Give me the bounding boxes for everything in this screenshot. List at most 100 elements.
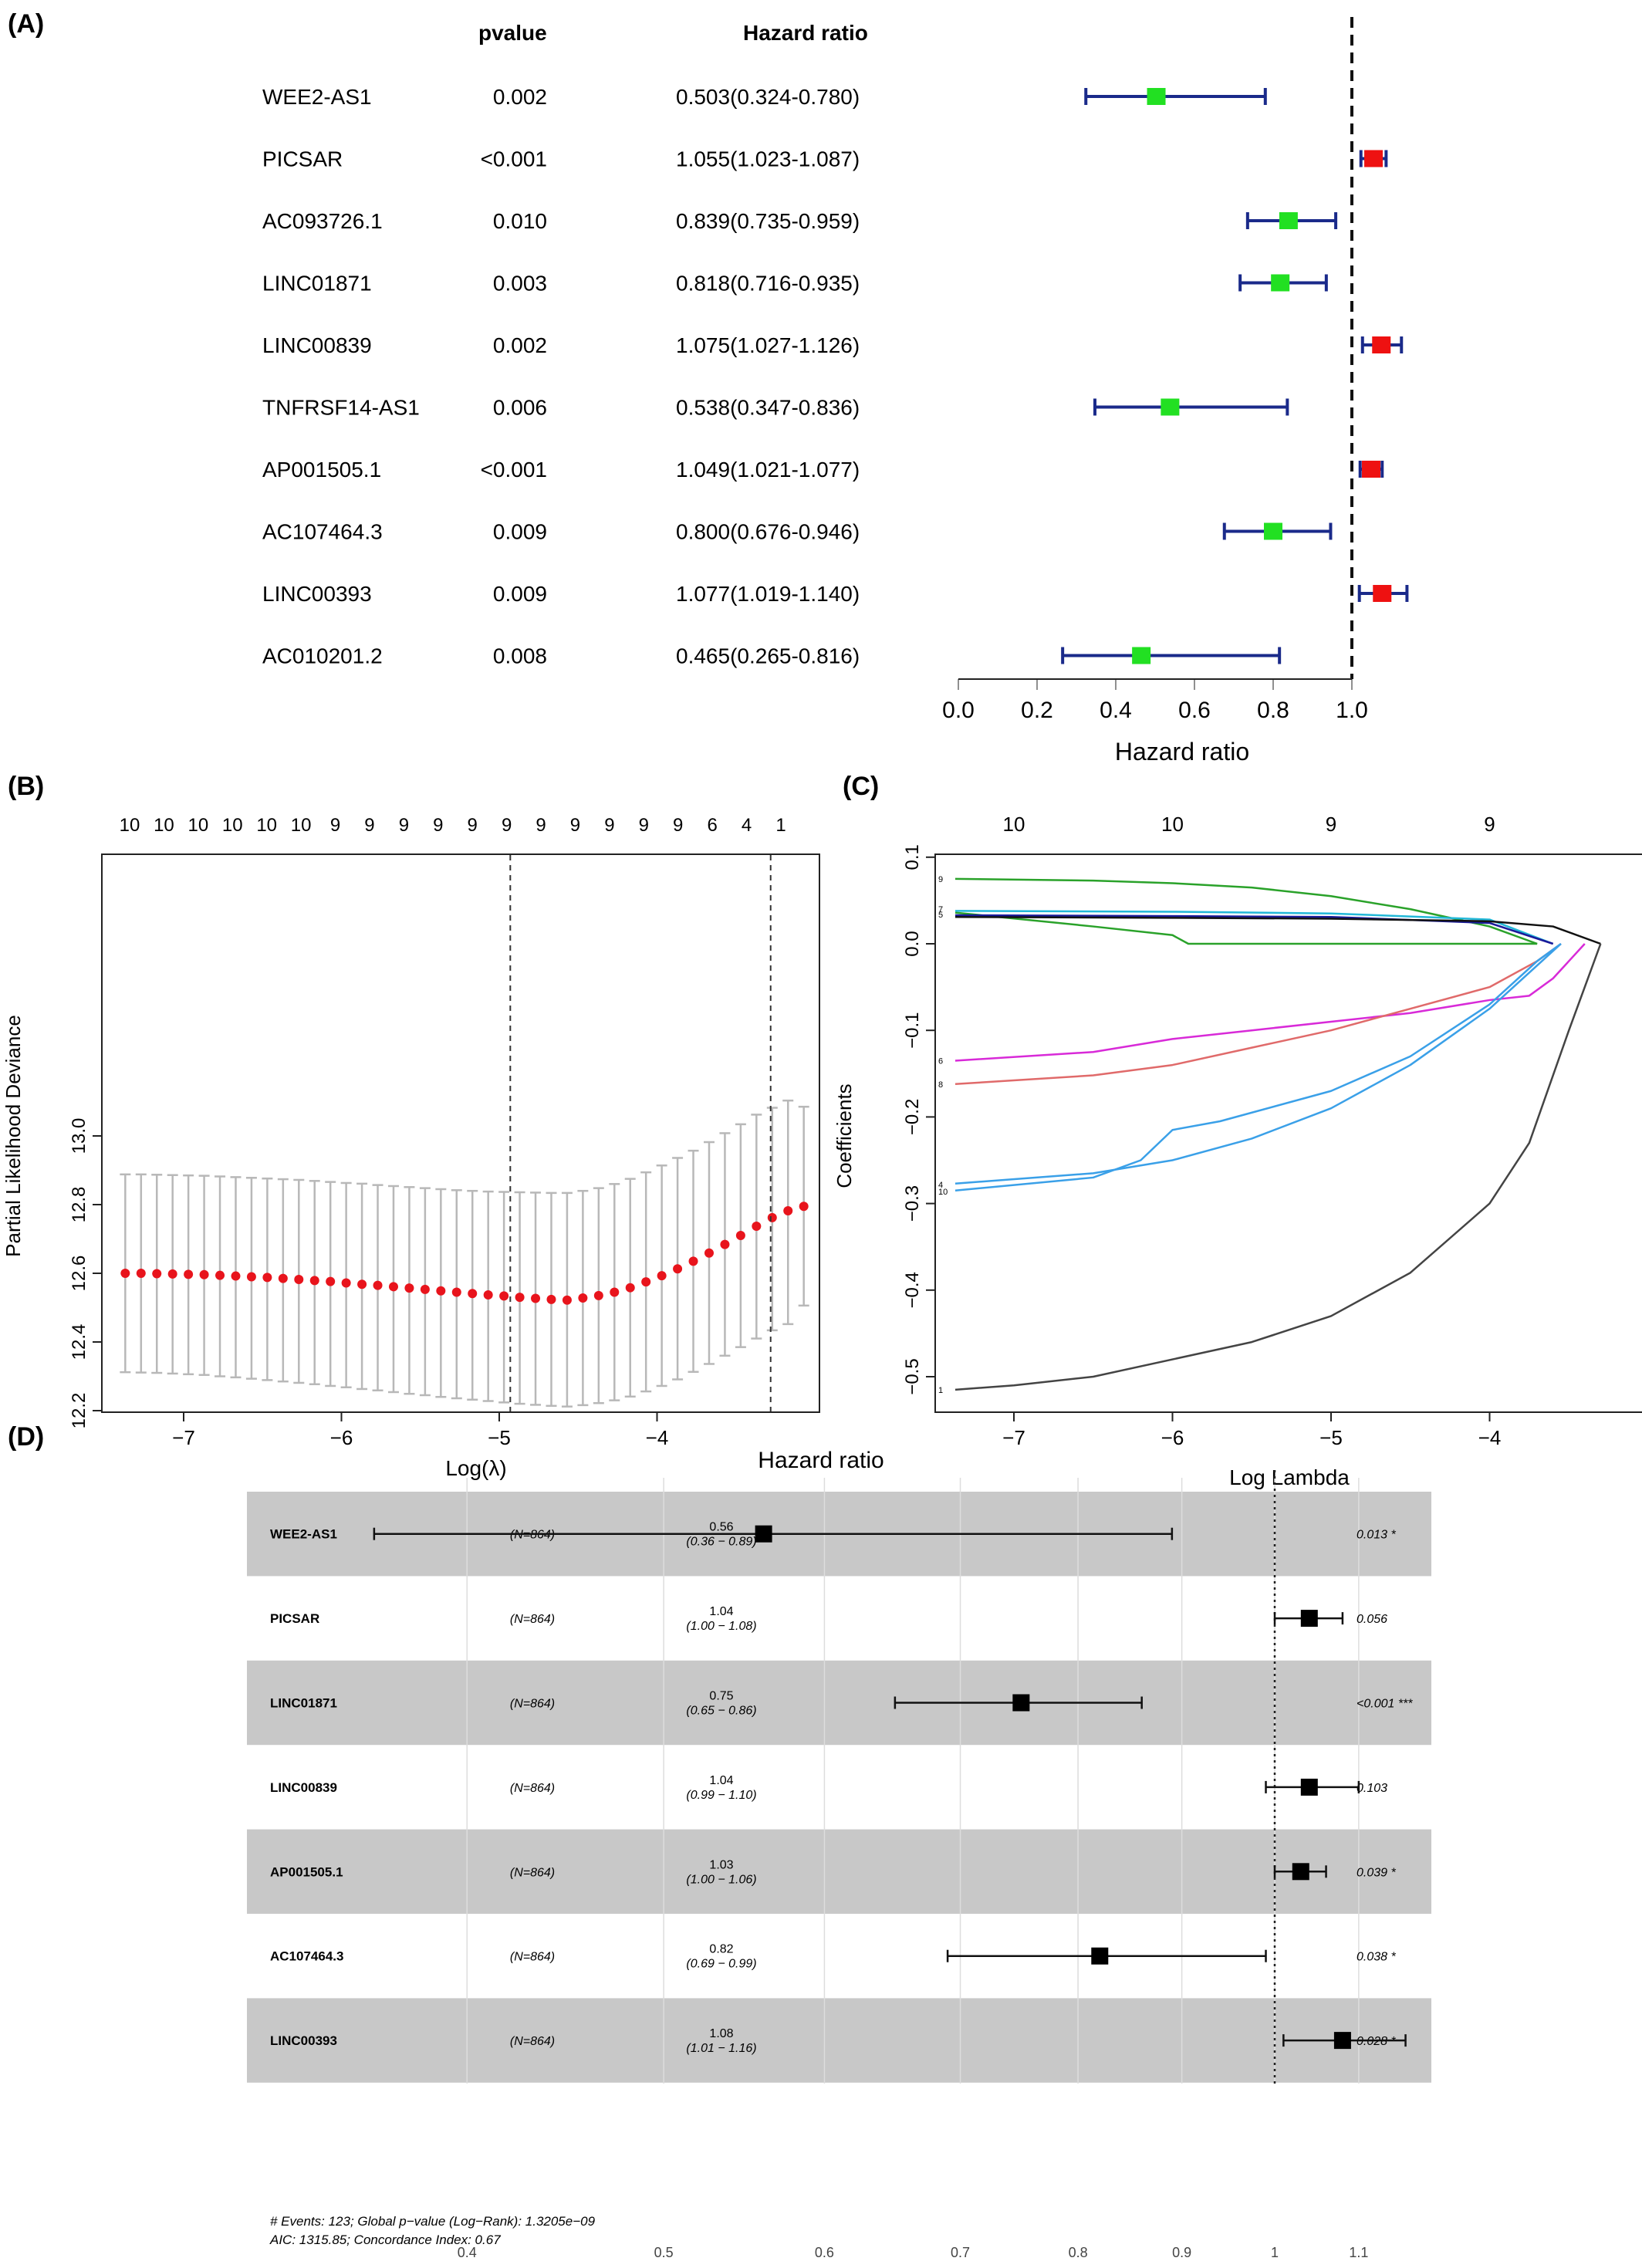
panel-b-deviance-point bbox=[657, 1271, 667, 1281]
panel-a-gene-label-tnfrsf14-as1: TNFRSF14-AS1 bbox=[262, 396, 420, 420]
panel-c-y-tick-label: −0.5 bbox=[902, 1358, 923, 1394]
panel-a-gene-label-linc00839: LINC00839 bbox=[262, 333, 372, 357]
panel-b-deviance-point bbox=[436, 1286, 446, 1296]
panel-d-hr-text-picsar: 1.04 bbox=[709, 1605, 733, 1618]
panel-c-path-label: 9 bbox=[938, 875, 943, 884]
panel-b-y-tick-label: 12.6 bbox=[69, 1256, 90, 1292]
panel-d-gene-label-linc01871: LINC01871 bbox=[270, 1696, 337, 1711]
panel-b-deviance-point bbox=[246, 1272, 256, 1282]
panel-b-top-count: 10 bbox=[188, 815, 208, 836]
panel-d-title: Hazard ratio bbox=[758, 1448, 884, 1473]
panel-b-deviance-point bbox=[388, 1282, 398, 1292]
panel-a-hr-text-picsar: 1.055(1.023-1.087) bbox=[676, 147, 860, 171]
panel-a-x-axis-label: Hazard ratio bbox=[1115, 738, 1249, 766]
panel-b-deviance-point bbox=[625, 1283, 635, 1293]
panel-d-x-tick-label: 0.9 bbox=[1172, 2245, 1191, 2260]
panel-d-x-tick-label: 1.1 bbox=[1349, 2245, 1368, 2260]
panel-c-y-tick-label: 0.1 bbox=[902, 844, 923, 870]
panel-c-y-tick-label: −0.2 bbox=[902, 1099, 923, 1135]
panel-b-deviance-point bbox=[610, 1287, 620, 1297]
panel-a-x-tick-label-0.6: 0.6 bbox=[1178, 698, 1211, 723]
panel-d-gene-label-linc00839: LINC00839 bbox=[270, 1780, 337, 1795]
panel-d-hr-marker-picsar bbox=[1300, 1610, 1318, 1627]
panel-a-x-tick-label-0.0: 0.0 bbox=[942, 698, 975, 723]
panel-d-gene-label-picsar: PICSAR bbox=[270, 1611, 319, 1626]
panel-b-deviance-point bbox=[231, 1271, 241, 1281]
panel-a-hr-marker-wee2-as1 bbox=[1147, 88, 1166, 105]
panel-c-lasso-coefficient-plot: −7 −6 −5 −4 0.1 0.0 −0.1 −0.2 −0.3 −0.4 −0.5 10 10 9 9… bbox=[833, 813, 1642, 1489]
panel-b-deviance-point bbox=[152, 1269, 162, 1279]
panel-a-gene-label-wee2-as1: WEE2-AS1 bbox=[262, 85, 372, 109]
panel-d-x-tick-label: 0.6 bbox=[815, 2245, 834, 2260]
panel-b-y-tick-label: 12.4 bbox=[69, 1324, 90, 1360]
panel-c-coefficient-path bbox=[954, 915, 1601, 945]
panel-d-n-ap001505-1: (N=864) bbox=[510, 1866, 555, 1879]
panel-a-pvalue-linc01871: 0.003 bbox=[493, 272, 547, 296]
panel-b-x-tick-label: −7 bbox=[172, 1426, 195, 1449]
panel-a-hr-marker-linc01871 bbox=[1271, 274, 1290, 292]
panel-d-row-stripe bbox=[247, 1660, 1431, 1746]
panel-b-x-tick-label: −5 bbox=[488, 1426, 511, 1449]
panel-c-top-count: 10 bbox=[1161, 813, 1184, 836]
panel-c-coefficient-path bbox=[954, 942, 1562, 1086]
panel-b-top-count: 9 bbox=[330, 815, 340, 836]
panel-c-path-label: 8 bbox=[938, 1080, 943, 1090]
panel-b-deviance-point bbox=[752, 1222, 762, 1232]
panel-d-pvalue-ap001505-1: 0.039 * bbox=[1357, 1866, 1396, 1879]
panel-label-a: (A) bbox=[8, 9, 44, 39]
panel-d-ci-text-picsar: (1.00 − 1.08) bbox=[686, 1620, 756, 1633]
panel-d-x-tick-label: 0.4 bbox=[458, 2245, 477, 2260]
panel-b-y-tick-label: 12.8 bbox=[69, 1187, 90, 1223]
panel-b-top-count: 10 bbox=[256, 815, 277, 836]
panel-a-hr-marker-tnfrsf14-as1 bbox=[1161, 398, 1180, 416]
panel-b-top-count: 9 bbox=[536, 815, 546, 836]
panel-b-deviance-point bbox=[420, 1284, 430, 1294]
panel-d-pvalue-linc01871: <0.001 *** bbox=[1357, 1698, 1413, 1711]
panel-a-hr-marker-linc00839 bbox=[1372, 336, 1391, 353]
panel-d-ci-text-linc00839: (0.99 − 1.10) bbox=[686, 1789, 756, 1802]
panel-d-hr-text-linc01871: 0.75 bbox=[709, 1690, 733, 1703]
panel-b-deviance-point bbox=[373, 1280, 383, 1290]
panel-a-hr-text-linc00393: 1.077(1.019-1.140) bbox=[676, 582, 860, 606]
panel-a-hr-text-linc01871: 0.818(0.716-0.935) bbox=[676, 272, 860, 296]
panel-b-deviance-point bbox=[593, 1290, 603, 1300]
panel-b-top-count: 10 bbox=[291, 815, 312, 836]
panel-b-top-count: 9 bbox=[604, 815, 614, 836]
panel-c-coefficient-path bbox=[954, 910, 1554, 945]
panel-b-top-count: 6 bbox=[707, 815, 717, 836]
panel-d-ci-text-wee2-as1: (0.36 − 0.89) bbox=[686, 1536, 756, 1549]
panel-a-hr-marker-picsar bbox=[1364, 150, 1384, 167]
panel-b-top-count: 10 bbox=[154, 815, 174, 836]
panel-c-x-tick-label: −7 bbox=[1002, 1426, 1025, 1449]
panel-b-deviance-point bbox=[199, 1269, 209, 1279]
panel-a-hr-marker-linc00393 bbox=[1373, 585, 1392, 602]
panel-b-y-tick-label: 12.2 bbox=[69, 1393, 90, 1429]
panel-d-hr-marker-wee2-as1 bbox=[755, 1525, 772, 1543]
panel-a-x-tick-label-0.2: 0.2 bbox=[1021, 698, 1053, 723]
panel-b-deviance-point bbox=[767, 1212, 777, 1222]
panel-a-gene-label-linc00393: LINC00393 bbox=[262, 582, 372, 606]
panel-b-deviance-point bbox=[673, 1264, 683, 1274]
panel-a-pvalue-ac107464-3: 0.009 bbox=[493, 520, 547, 544]
panel-d-n-picsar: (N=864) bbox=[510, 1613, 555, 1626]
panel-c-x-tick-label: −4 bbox=[1478, 1426, 1502, 1449]
panel-a-gene-label-ac010201-2: AC010201.2 bbox=[262, 644, 383, 668]
panel-a-pvalue-linc00839: 0.002 bbox=[493, 333, 547, 357]
panel-d-x-tick-label: 0.8 bbox=[1069, 2245, 1088, 2260]
panel-b-deviance-point bbox=[136, 1269, 146, 1278]
panel-a-hr-text-ac107464-3: 0.800(0.676-0.946) bbox=[676, 520, 860, 544]
panel-b-top-count: 9 bbox=[502, 815, 512, 836]
panel-d-gene-label-ap001505-1: AP001505.1 bbox=[270, 1864, 343, 1879]
panel-b-deviance-point bbox=[720, 1239, 730, 1249]
panel-c-path-label: 6 bbox=[938, 1056, 943, 1066]
panel-a-gene-label-linc01871: LINC01871 bbox=[262, 272, 372, 296]
panel-b-deviance-point bbox=[451, 1287, 461, 1297]
panel-d-n-wee2-as1: (N=864) bbox=[510, 1529, 555, 1542]
panel-b-top-count: 9 bbox=[433, 815, 443, 836]
panel-c-coefficient-path bbox=[954, 943, 1586, 1062]
panel-a-header-pvalue: pvalue bbox=[478, 21, 547, 45]
panel-label-c: (C) bbox=[843, 772, 879, 801]
panel-d-row-stripe bbox=[247, 1998, 1431, 2083]
panel-d-ci-text-linc01871: (0.65 − 0.86) bbox=[686, 1705, 756, 1718]
panel-d-gene-label-linc00393: LINC00393 bbox=[270, 2033, 337, 2048]
